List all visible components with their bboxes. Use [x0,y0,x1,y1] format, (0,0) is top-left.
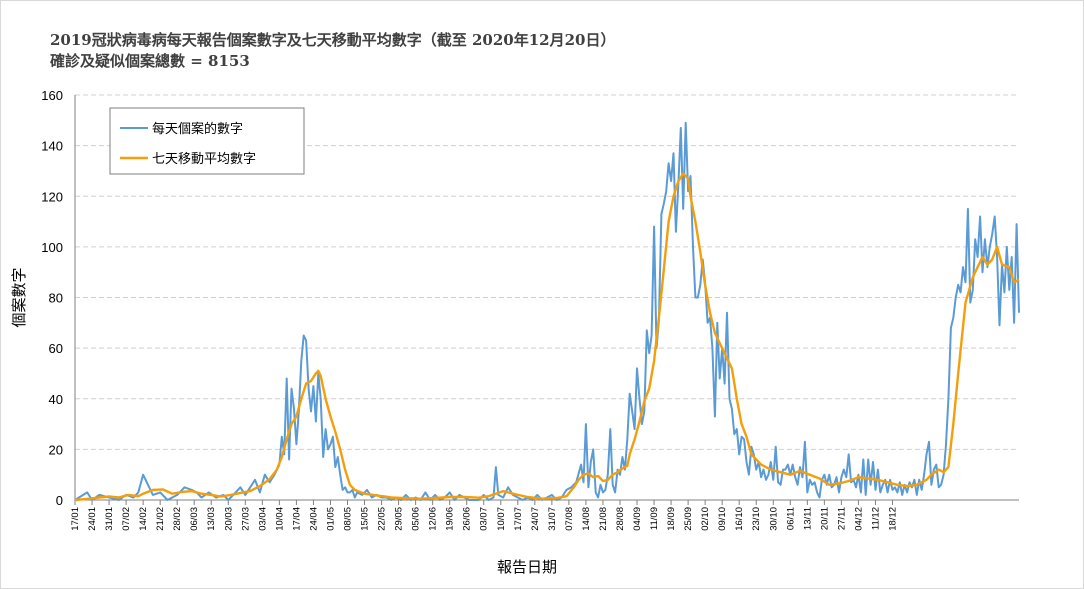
x-tick-label: 14/02 [138,507,149,531]
x-tick-label: 11/09 [649,507,660,530]
y-tick-label: 0 [56,493,63,508]
x-tick-label: 20/03 [223,507,234,531]
x-tick-label: 12/06 [428,507,439,531]
y-tick-label: 100 [41,240,63,255]
x-tick-label: 29/05 [394,507,405,531]
x-tick-label: 27/03 [240,507,251,531]
y-tick-label: 20 [49,442,63,457]
x-tick-label: 19/06 [445,507,456,531]
y-tick-label: 120 [41,189,63,204]
legend-label: 每天個案的數字 [152,121,243,137]
x-tick-label: 17/01 [70,507,81,531]
chart-title-block: 2019冠狀病毒病每天報告個案數字及七天移動平均數字（截至 2020年12月20… [50,30,615,72]
moving-average-line [74,172,1020,502]
x-tick-label: 28/08 [615,507,626,531]
x-tick-label: 31/01 [104,507,115,531]
y-tick-label: 140 [41,139,63,154]
x-tick-label: 20/11 [819,507,830,530]
y-tick-label: 40 [49,392,63,407]
y-tick-label: 160 [41,88,63,103]
x-tick-label: 07/02 [121,507,132,531]
x-tick-label: 10/07 [496,507,507,531]
x-tick-label: 30/10 [768,507,779,531]
y-axis-label: 個案數字 [10,267,28,327]
x-tick-label: 05/06 [411,507,422,531]
x-tick-label: 07/08 [564,507,575,531]
x-tick-label: 21/08 [598,507,609,531]
x-tick-label: 25/09 [683,507,694,531]
x-tick-label: 23/10 [751,507,762,531]
x-tick-label: 03/07 [479,507,490,531]
legend-box [109,107,305,175]
y-tick-label: 80 [49,291,63,306]
x-tick-label: 06/03 [189,507,200,531]
x-tick-label: 04/12 [853,507,864,531]
x-tick-label: 06/11 [785,507,796,530]
chart-title: 2019冠狀病毒病每天報告個案數字及七天移動平均數字（截至 2020年12月20… [50,31,616,49]
x-tick-label: 28/02 [172,507,183,531]
x-tick-label: 04/09 [632,507,643,531]
x-tick-label: 18/12 [887,507,898,531]
x-tick-label: 31/07 [547,507,558,531]
x-tick-label: 17/04 [291,507,302,531]
x-tick-label: 11/12 [870,507,881,530]
x-tick-label: 03/04 [257,507,268,531]
x-tick-label: 18/09 [666,507,677,531]
x-tick-label: 24/01 [87,507,98,531]
legend-label: 七天移動平均數字 [152,152,256,167]
x-tick-label: 21/02 [155,507,166,531]
x-tick-label: 13/11 [802,507,813,530]
x-tick-label: 13/03 [206,507,217,531]
x-tick-label: 08/05 [342,507,353,531]
y-tick-label: 60 [49,341,63,356]
x-axis-label: 報告日期 [497,558,557,576]
x-tick-label: 24/07 [530,507,541,531]
x-tick-label: 22/05 [377,507,388,531]
x-tick-label: 09/10 [717,507,728,531]
x-tick-label: 24/04 [308,507,319,531]
x-tick-label: 10/04 [274,507,285,531]
x-tick-label: 14/08 [581,507,592,531]
x-tick-label: 16/10 [734,507,745,531]
x-tick-label: 27/11 [836,507,847,530]
x-tick-label: 26/06 [462,507,473,531]
x-tick-label: 01/05 [325,507,336,531]
chart-subtitle: 確診及疑似個案總數 = 8153 [50,52,250,70]
x-tick-label: 17/07 [513,507,524,531]
x-tick-label: 15/05 [360,507,371,531]
daily-cases-line [74,121,1020,501]
x-tick-label: 02/10 [700,507,711,531]
